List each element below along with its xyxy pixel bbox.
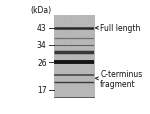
Text: 43: 43 <box>37 24 47 33</box>
Text: 34: 34 <box>37 41 47 50</box>
Text: (kDa): (kDa) <box>30 6 51 15</box>
Text: 17: 17 <box>37 86 47 95</box>
Text: 26: 26 <box>37 58 47 67</box>
Text: C-terminus
fragment: C-terminus fragment <box>94 69 142 88</box>
Text: Full length: Full length <box>94 24 141 33</box>
